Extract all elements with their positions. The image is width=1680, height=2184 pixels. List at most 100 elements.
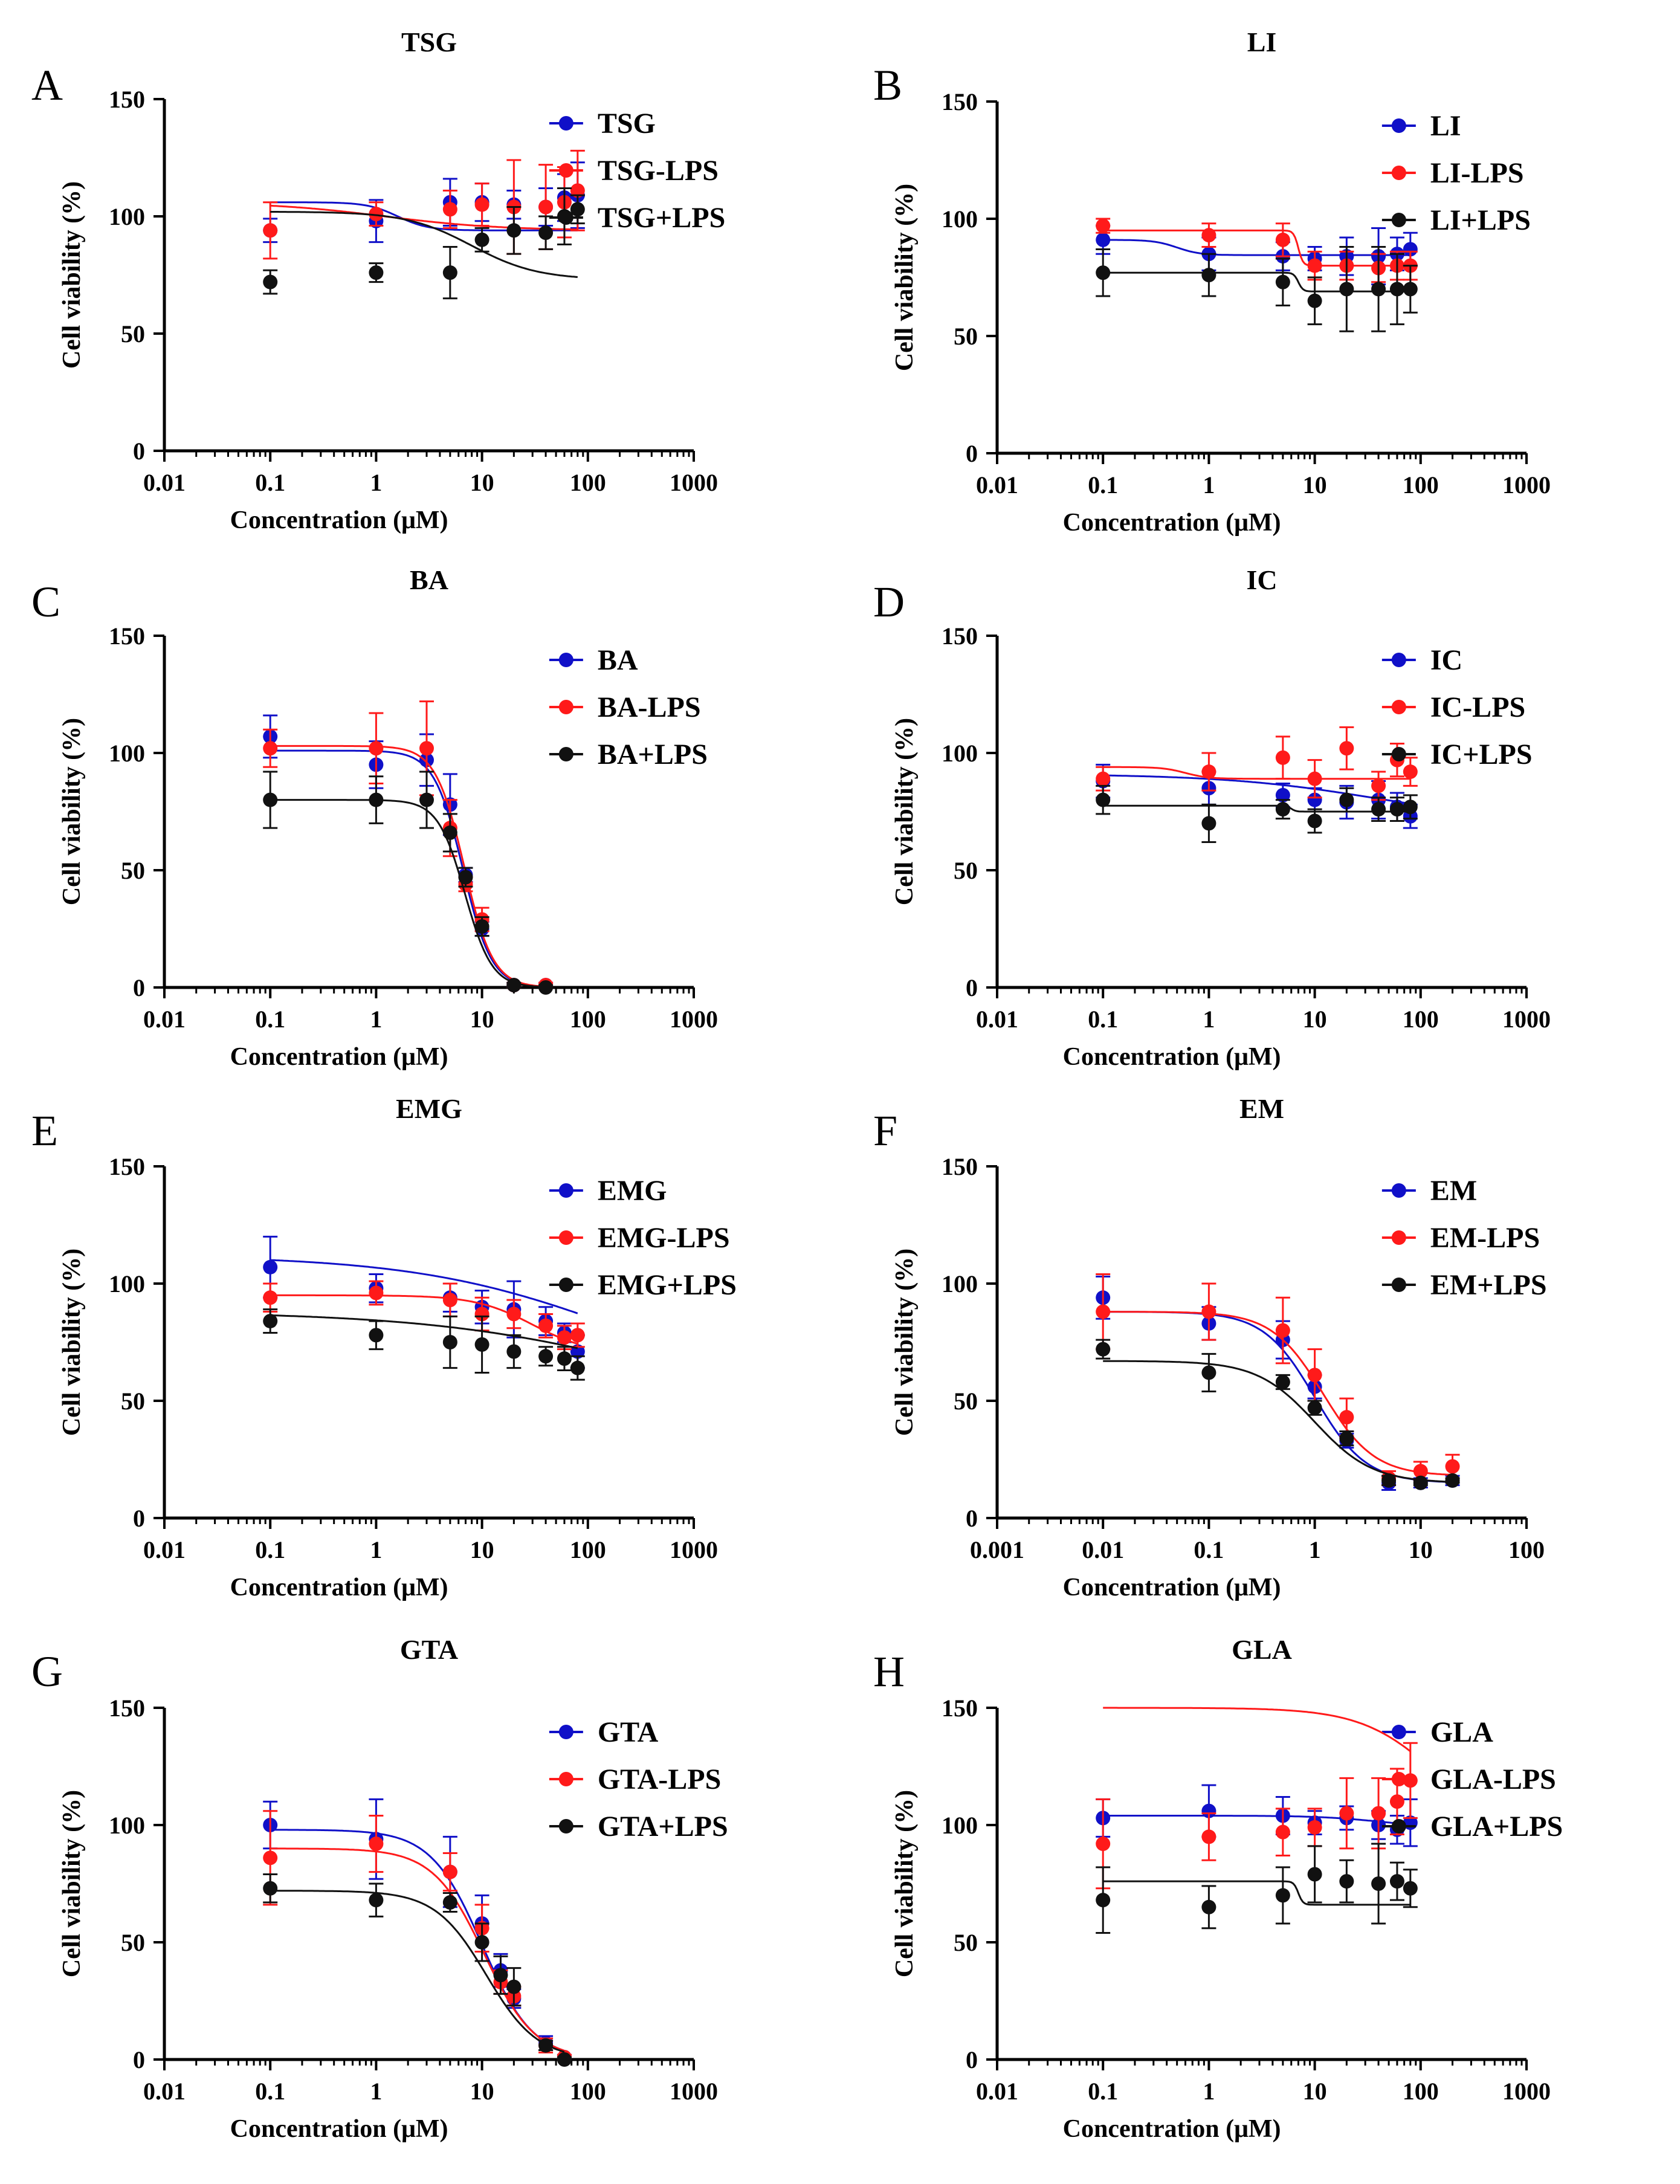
data-point bbox=[1339, 1806, 1354, 1821]
data-point bbox=[570, 1328, 585, 1343]
panel-letter: B bbox=[873, 61, 902, 109]
data-point bbox=[1413, 1475, 1428, 1490]
x-tick-label: 1000 bbox=[670, 1006, 718, 1033]
legend-label: EMG bbox=[598, 1175, 667, 1207]
fit-curve bbox=[1103, 271, 1410, 292]
legend-label: EMG-LPS bbox=[598, 1222, 730, 1254]
x-tick-label: 1 bbox=[370, 2078, 382, 2105]
panel-letter: C bbox=[31, 578, 60, 626]
data-point bbox=[1096, 1893, 1111, 1908]
data-point bbox=[557, 1330, 572, 1345]
legend-marker bbox=[558, 163, 573, 178]
chart-panel-g: G GTA 0.01 0.1 1 10 100 1000 0 50 100 150 Concentrat… bbox=[31, 1634, 728, 2143]
legend-marker bbox=[1391, 1772, 1406, 1786]
data-point bbox=[1201, 1365, 1216, 1380]
y-axis-label: Cell viability (%) bbox=[58, 1249, 86, 1436]
y-tick-label: 50 bbox=[121, 320, 145, 347]
y-tick-label: 100 bbox=[942, 1270, 978, 1297]
panel-title: EM bbox=[1239, 1093, 1284, 1124]
x-tick-label: 100 bbox=[570, 1006, 606, 1033]
y-tick-label: 0 bbox=[966, 974, 978, 1001]
x-tick-label: 0.01 bbox=[976, 1006, 1018, 1033]
data-point bbox=[1389, 1794, 1404, 1809]
data-point bbox=[1307, 1820, 1322, 1835]
data-point bbox=[1389, 282, 1404, 297]
data-point bbox=[263, 1290, 278, 1305]
y-axis-label: Cell viability (%) bbox=[58, 718, 86, 905]
y-tick-label: 150 bbox=[109, 1695, 145, 1722]
legend-label: GLA bbox=[1430, 1716, 1493, 1748]
series-gta-lps: GTA-LPS bbox=[263, 1763, 721, 2065]
data-point bbox=[538, 980, 554, 995]
data-point bbox=[1339, 1410, 1354, 1425]
data-point bbox=[1403, 1773, 1418, 1788]
x-tick-label: 0.01 bbox=[143, 469, 186, 496]
x-tick-label: 10 bbox=[1303, 1006, 1327, 1033]
data-point bbox=[1307, 258, 1322, 273]
x-tick-label: 0.01 bbox=[143, 1006, 186, 1033]
panel-title: IC bbox=[1246, 564, 1277, 595]
series-em-lps: EM-LPS bbox=[1096, 1222, 1540, 1487]
data-point bbox=[263, 223, 278, 238]
series-ba-lps: BA-LPS bbox=[263, 691, 701, 993]
data-point bbox=[1403, 764, 1418, 780]
data-point bbox=[1201, 1829, 1216, 1844]
data-point bbox=[369, 1893, 384, 1908]
y-tick-label: 0 bbox=[966, 440, 978, 467]
x-tick-label: 0.001 bbox=[970, 1536, 1024, 1563]
legend-label: IC bbox=[1430, 644, 1462, 676]
series-emg-plus-lps: EMG+LPS bbox=[263, 1269, 737, 1381]
x-tick-label: 1000 bbox=[1502, 471, 1551, 499]
data-point bbox=[1201, 1899, 1216, 1914]
x-tick-label: 100 bbox=[1403, 1006, 1439, 1033]
y-tick-label: 100 bbox=[942, 1812, 978, 1839]
x-tick-label: 0.1 bbox=[255, 1536, 285, 1563]
x-tick-label: 1000 bbox=[670, 469, 718, 496]
series-gta-plus-lps: GTA+LPS bbox=[263, 1811, 728, 2067]
x-axis-label: Concentration (μM) bbox=[230, 1574, 448, 1601]
fit-curve bbox=[270, 1314, 578, 1349]
panel-letter: G bbox=[31, 1647, 63, 1696]
x-tick-label: 1 bbox=[370, 1006, 382, 1033]
y-tick-label: 50 bbox=[954, 323, 978, 350]
data-point bbox=[493, 1968, 508, 1983]
data-point bbox=[506, 1307, 522, 1322]
data-point bbox=[263, 274, 278, 289]
legend-marker bbox=[558, 700, 573, 714]
legend-marker bbox=[1391, 700, 1406, 714]
fit-curve bbox=[270, 204, 578, 231]
chart-panel-b: B LI 0.01 0.1 1 10 100 1000 0 50 100 150 Concentrati… bbox=[873, 27, 1551, 537]
x-tick-label: 0.01 bbox=[976, 471, 1018, 499]
legend-marker bbox=[558, 1183, 573, 1198]
legend-label: EM+LPS bbox=[1430, 1269, 1547, 1301]
x-tick-label: 100 bbox=[1403, 471, 1439, 499]
data-point bbox=[1307, 1400, 1322, 1415]
data-point bbox=[1413, 1464, 1428, 1479]
data-point bbox=[557, 1351, 572, 1366]
data-point bbox=[263, 1259, 278, 1275]
y-axis-label: Cell viability (%) bbox=[891, 184, 919, 371]
fit-curve bbox=[1103, 239, 1410, 256]
data-point bbox=[474, 919, 489, 934]
y-tick-label: 150 bbox=[109, 86, 145, 113]
data-point bbox=[369, 792, 384, 807]
data-point bbox=[442, 1864, 457, 1879]
data-point bbox=[1307, 771, 1322, 786]
data-point bbox=[1275, 1888, 1290, 1903]
legend-label: EMG+LPS bbox=[598, 1269, 737, 1301]
x-tick-label: 1000 bbox=[1502, 2078, 1551, 2105]
y-tick-label: 50 bbox=[121, 857, 145, 884]
data-point bbox=[506, 978, 522, 993]
data-point bbox=[1307, 1368, 1322, 1383]
y-tick-label: 150 bbox=[109, 622, 145, 650]
data-point bbox=[419, 741, 434, 756]
y-tick-label: 50 bbox=[954, 1929, 978, 1956]
legend-label: GTA+LPS bbox=[598, 1811, 728, 1843]
panel-title: TSG bbox=[401, 27, 457, 57]
data-point bbox=[570, 1360, 585, 1375]
x-tick-label: 0.1 bbox=[255, 1006, 285, 1033]
x-tick-label: 10 bbox=[1303, 471, 1327, 499]
data-point bbox=[474, 197, 489, 212]
x-axis-label: Concentration (μM) bbox=[230, 1043, 448, 1071]
series-ic-lps: IC-LPS bbox=[1096, 691, 1525, 801]
